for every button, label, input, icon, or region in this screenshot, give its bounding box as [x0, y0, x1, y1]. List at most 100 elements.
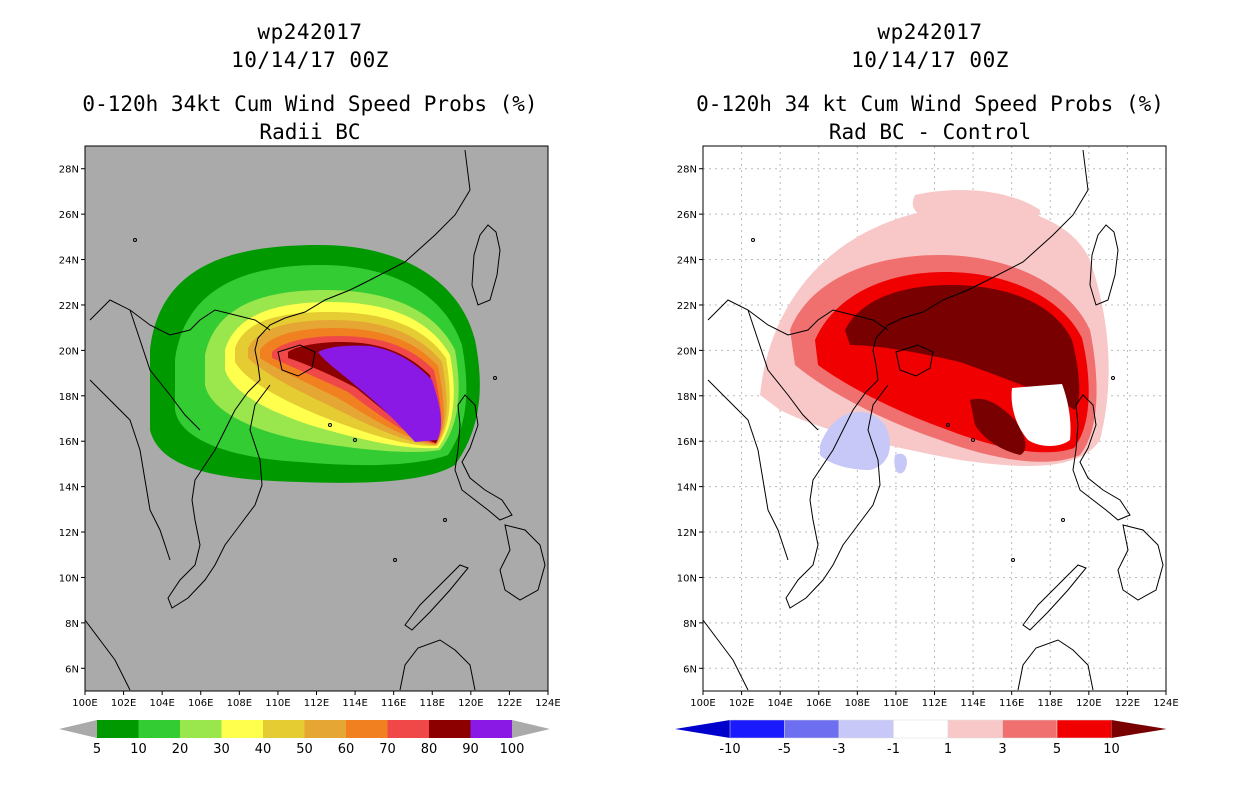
right-datetime: 10/14/17 00Z: [851, 48, 1009, 72]
left-lat-label: 26N: [59, 210, 79, 221]
right-colorbar-label: -10: [719, 742, 740, 757]
right-colorbar-swatch: [838, 719, 894, 739]
right-storm-id: wp242017: [877, 20, 983, 44]
right-product-title: 0-120h 34 kt Cum Wind Speed Probs (%): [696, 92, 1164, 116]
left-lon-label: 104E: [149, 698, 174, 709]
left-colorbar-swatch: [470, 720, 512, 738]
right-lat-label: 12N: [677, 528, 697, 539]
right-colorbar-swatch: [947, 719, 1003, 739]
right-lon-label: 104E: [767, 698, 792, 709]
left-colorbar-label: 5: [93, 742, 101, 757]
right-colorbar-label: -3: [833, 742, 846, 757]
left-colorbar-swatch: [180, 720, 222, 738]
right-lon-label: 106E: [806, 698, 831, 709]
left-colorbar-swatch: [304, 720, 346, 738]
left-lat-label: 14N: [59, 483, 79, 494]
right-colorbar-swatch: [893, 719, 949, 739]
left-colorbar-label: 30: [213, 742, 230, 757]
left-lat-label: 6N: [65, 664, 79, 675]
right-lon-label: 120E: [1076, 698, 1101, 709]
right-colorbar-swatch: [729, 719, 785, 739]
left-colorbar-swatch: [387, 720, 429, 738]
right-lat-label: 10N: [677, 573, 697, 584]
right-difference-field: [760, 190, 1109, 474]
left-map: 100E 102E 104E 106E 108E 110E 112E 114E 116E 118E…: [59, 145, 561, 709]
left-lat-label: 20N: [59, 346, 79, 357]
right-colorbar-label: 5: [1053, 742, 1061, 757]
left-colorbar-label: 40: [255, 742, 272, 757]
left-lon-label: 124E: [535, 698, 560, 709]
left-colorbar-label: 50: [296, 742, 313, 757]
left-colorbar-label: 60: [338, 742, 355, 757]
right-lon-label: 100E: [690, 698, 715, 709]
right-lat-label: 24N: [677, 256, 697, 267]
left-probability-field: [150, 245, 480, 483]
right-lon-label: 118E: [1038, 698, 1063, 709]
left-colorbar-label: 10: [130, 742, 147, 757]
left-colorbar-high-arrow: [512, 720, 550, 738]
left-axis-ticks: 100E 102E 104E 106E 108E 110E 112E 114E 116E 118E…: [59, 165, 561, 709]
left-lon-label: 114E: [342, 698, 367, 709]
left-colorbar-swatch: [346, 720, 388, 738]
right-colorbar-swatch: [1056, 719, 1112, 739]
left-lon-label: 100E: [72, 698, 97, 709]
left-product-title: 0-120h 34kt Cum Wind Speed Probs (%): [82, 92, 538, 116]
left-lon-label: 102E: [111, 698, 136, 709]
left-lon-label: 118E: [420, 698, 445, 709]
right-lon-label: 102E: [729, 698, 754, 709]
right-lon-label: 108E: [845, 698, 870, 709]
left-colorbar-swatch: [97, 720, 139, 738]
left-lat-label: 22N: [59, 301, 79, 312]
left-lon-label: 108E: [227, 698, 252, 709]
right-colorbar-label: -1: [887, 742, 900, 757]
right-lat-label: 26N: [677, 210, 697, 221]
right-colorbar-swatch: [1002, 719, 1058, 739]
left-lon-label: 112E: [304, 698, 329, 709]
right-colorbar-label: 1: [944, 742, 952, 757]
right-colorbar-swatch: [784, 719, 840, 739]
left-colorbar-label: 90: [462, 742, 479, 757]
left-lon-label: 122E: [497, 698, 522, 709]
right-lat-label: 8N: [683, 619, 697, 630]
right-lat-label: 18N: [677, 392, 697, 403]
left-colorbar-swatch: [138, 720, 180, 738]
left-lon-label: 106E: [188, 698, 213, 709]
right-lat-label: 20N: [677, 346, 697, 357]
left-storm-id: wp242017: [257, 20, 363, 44]
left-lon-label: 120E: [458, 698, 483, 709]
right-colorbar-label: -5: [778, 742, 791, 757]
left-colorbar-swatch: [221, 720, 263, 738]
left-lat-label: 18N: [59, 392, 79, 403]
right-lon-label: 122E: [1115, 698, 1140, 709]
right-colorbar-label: 10: [1103, 742, 1120, 757]
right-lon-label: 124E: [1153, 698, 1178, 709]
right-lon-label: 116E: [999, 698, 1024, 709]
right-lat-label: 16N: [677, 437, 697, 448]
left-lon-label: 116E: [381, 698, 406, 709]
right-axis-ticks: 100E 102E 104E 106E 108E 110E 112E 114E 116E 118E…: [677, 165, 1179, 709]
left-lat-label: 10N: [59, 573, 79, 584]
left-colorbar-swatch: [429, 720, 471, 738]
right-map: 100E 102E 104E 106E 108E 110E 112E 114E 116E 118E…: [677, 145, 1179, 709]
left-colorbar: 5 10 20 30 40 50 60 70 80 90 100: [59, 720, 550, 757]
left-datetime: 10/14/17 00Z: [231, 48, 389, 72]
right-colorbar: -10 -5 -3 -1 1 3 5 10: [675, 719, 1167, 757]
left-lat-label: 28N: [59, 165, 79, 176]
right-map-title: wp242017 10/14/17 00Z: [650, 18, 1210, 74]
right-colorbar-high-arrow: [1111, 720, 1167, 738]
right-lon-label: 110E: [883, 698, 908, 709]
right-lat-label: 22N: [677, 301, 697, 312]
left-colorbar-label: 80: [421, 742, 438, 757]
right-lat-label: 6N: [683, 664, 697, 675]
left-colorbar-label: 20: [172, 742, 189, 757]
left-colorbar-low-arrow: [59, 720, 97, 738]
left-lat-label: 12N: [59, 528, 79, 539]
right-lon-label: 114E: [960, 698, 985, 709]
right-lat-label: 28N: [677, 165, 697, 176]
right-colorbar-label: 3: [998, 742, 1006, 757]
right-lat-label: 14N: [677, 483, 697, 494]
left-product-subtitle: Radii BC: [259, 120, 361, 144]
right-colorbar-low-arrow: [675, 720, 730, 738]
left-lat-label: 24N: [59, 256, 79, 267]
